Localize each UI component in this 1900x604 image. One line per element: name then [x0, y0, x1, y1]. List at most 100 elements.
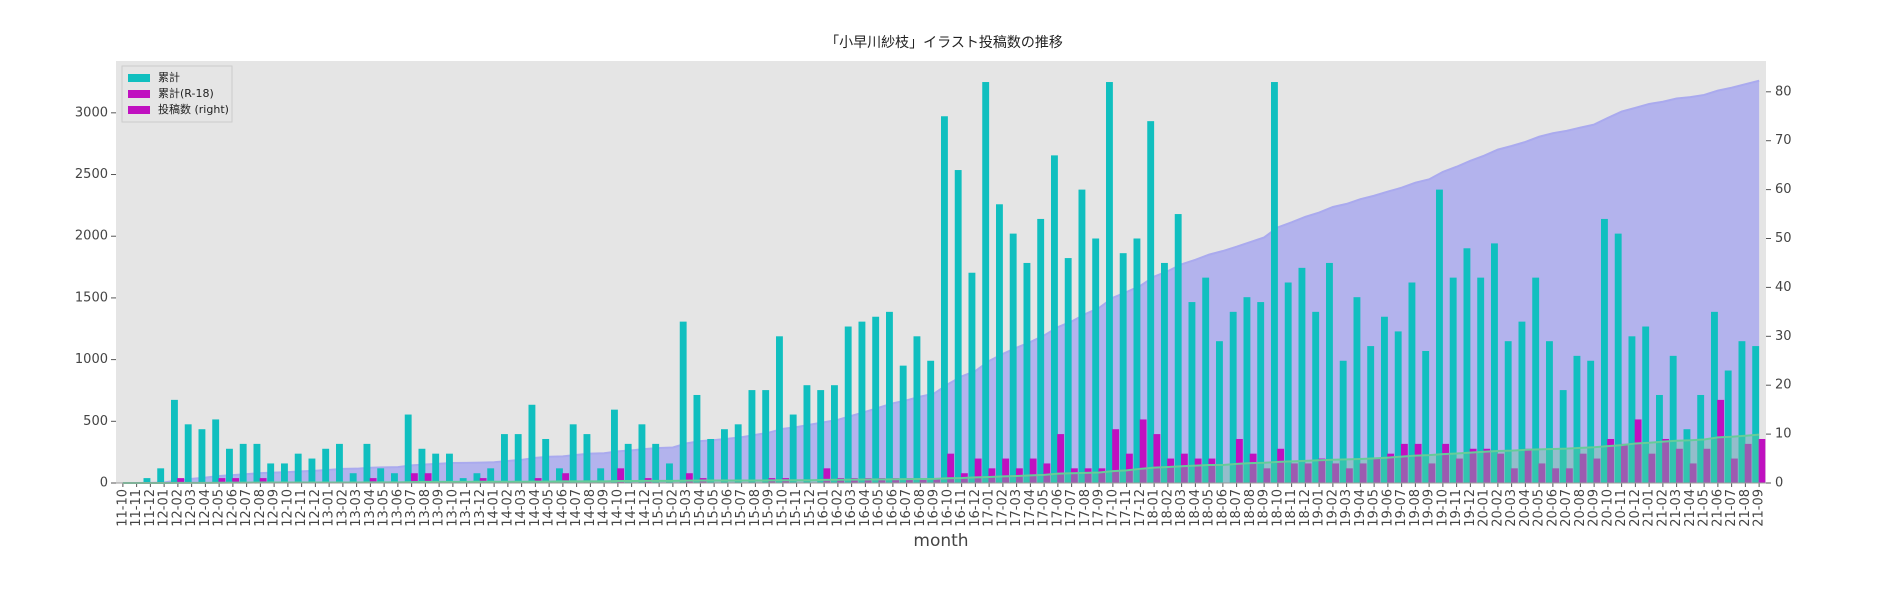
bar — [1607, 438, 1615, 483]
y-tick-label: 1500 — [75, 290, 108, 305]
y2-tick-label: 0 — [1775, 476, 1783, 491]
x-tick-label: 12-06 — [225, 489, 240, 527]
bar — [1216, 341, 1223, 483]
y-tick-label: 2500 — [75, 167, 108, 182]
x-tick-label: 18-11 — [1284, 489, 1299, 527]
bar — [226, 448, 233, 483]
y2-tick-label: 50 — [1775, 231, 1792, 246]
x-tick-label: 16-02 — [830, 489, 845, 527]
legend-swatch — [128, 106, 150, 114]
x-tick-label: 16-10 — [940, 489, 955, 527]
x-tick-label: 14-08 — [583, 489, 598, 527]
bar — [996, 204, 1003, 483]
x-tick-label: 12-12 — [308, 489, 323, 527]
x-tick-label: 17-11 — [1119, 489, 1134, 527]
x-tick-label: 14-07 — [569, 489, 584, 527]
x-tick-label: 21-07 — [1724, 489, 1739, 527]
x-tick-label: 15-02 — [665, 489, 680, 527]
bar — [762, 390, 770, 483]
x-tick-label: 16-04 — [858, 489, 873, 527]
bar — [1023, 262, 1031, 483]
bar — [424, 473, 432, 483]
bar — [1601, 218, 1608, 483]
bar — [1656, 394, 1663, 483]
bar — [1290, 463, 1298, 483]
bar — [446, 453, 453, 483]
bar — [1304, 463, 1312, 483]
bar — [1730, 458, 1738, 483]
bar — [1202, 277, 1210, 483]
bar — [878, 478, 886, 483]
y2-tick-label: 80 — [1775, 84, 1792, 99]
area-line — [122, 433, 1760, 484]
x-tick-label: 13-01 — [322, 489, 337, 527]
x-tick-label: 19-08 — [1408, 489, 1423, 527]
x-tick-label: 18-06 — [1215, 489, 1230, 527]
x-tick-label: 21-04 — [1683, 489, 1698, 527]
y-tick-label: 0 — [100, 476, 108, 491]
bar — [1497, 453, 1505, 483]
bar — [1119, 253, 1127, 483]
bar — [1271, 82, 1278, 484]
bar — [982, 82, 990, 484]
bar — [1098, 468, 1106, 483]
bar — [212, 419, 220, 483]
x-tick-label: 20-02 — [1490, 489, 1505, 527]
bar — [1408, 282, 1416, 483]
bar — [1744, 443, 1752, 483]
bar — [528, 404, 536, 483]
legend-label: 累計 — [158, 70, 180, 84]
bar — [666, 463, 673, 483]
x-tick-label: 13-10 — [445, 489, 460, 527]
bar — [1573, 355, 1581, 483]
x-tick-label: 19-11 — [1449, 489, 1464, 527]
bar — [988, 468, 996, 483]
bar — [1648, 453, 1656, 483]
x-tick-label: 14-03 — [514, 489, 529, 527]
bar — [858, 321, 866, 483]
bar — [459, 478, 467, 483]
x-tick-label: 20-07 — [1559, 489, 1574, 527]
bar — [905, 478, 913, 483]
bar — [1051, 155, 1058, 483]
bar — [789, 414, 797, 483]
bar — [1139, 419, 1147, 483]
bar — [308, 458, 316, 483]
bar — [1689, 463, 1697, 483]
bar — [1194, 458, 1202, 483]
x-tick-label: 17-02 — [995, 489, 1010, 527]
bar — [831, 385, 838, 483]
x-tick-label: 19-10 — [1435, 489, 1450, 527]
bar — [1298, 267, 1306, 483]
x-tick-label: 18-01 — [1147, 489, 1162, 527]
x-tick-label: 17-08 — [1078, 489, 1093, 527]
x-tick-label: 15-03 — [679, 489, 694, 527]
x-tick-label: 12-01 — [157, 489, 172, 527]
bar — [1147, 121, 1155, 484]
bar — [253, 443, 261, 483]
bar — [1717, 399, 1725, 483]
bar — [721, 429, 728, 483]
bar — [1078, 189, 1086, 484]
x-tick-label: 12-05 — [212, 489, 227, 527]
x-tick-label: 21-02 — [1655, 489, 1670, 527]
bar — [232, 478, 240, 483]
bar — [1070, 468, 1078, 483]
x-tick-label: 19-02 — [1325, 489, 1340, 527]
x-tick-label: 19-09 — [1422, 489, 1437, 527]
bar — [1243, 297, 1251, 483]
x-tick-label: 16-09 — [927, 489, 942, 527]
bar — [1112, 429, 1120, 483]
bar — [913, 336, 921, 483]
bar — [1683, 429, 1691, 483]
bar — [1703, 448, 1711, 483]
x-tick-label: 13-05 — [377, 489, 392, 527]
area — [122, 434, 1760, 483]
bar — [864, 478, 872, 483]
bar — [1579, 453, 1587, 483]
bar — [281, 463, 288, 483]
bar — [803, 385, 811, 483]
bar — [479, 478, 487, 483]
x-tick-label: 17-10 — [1105, 489, 1120, 527]
bar — [1326, 262, 1333, 483]
